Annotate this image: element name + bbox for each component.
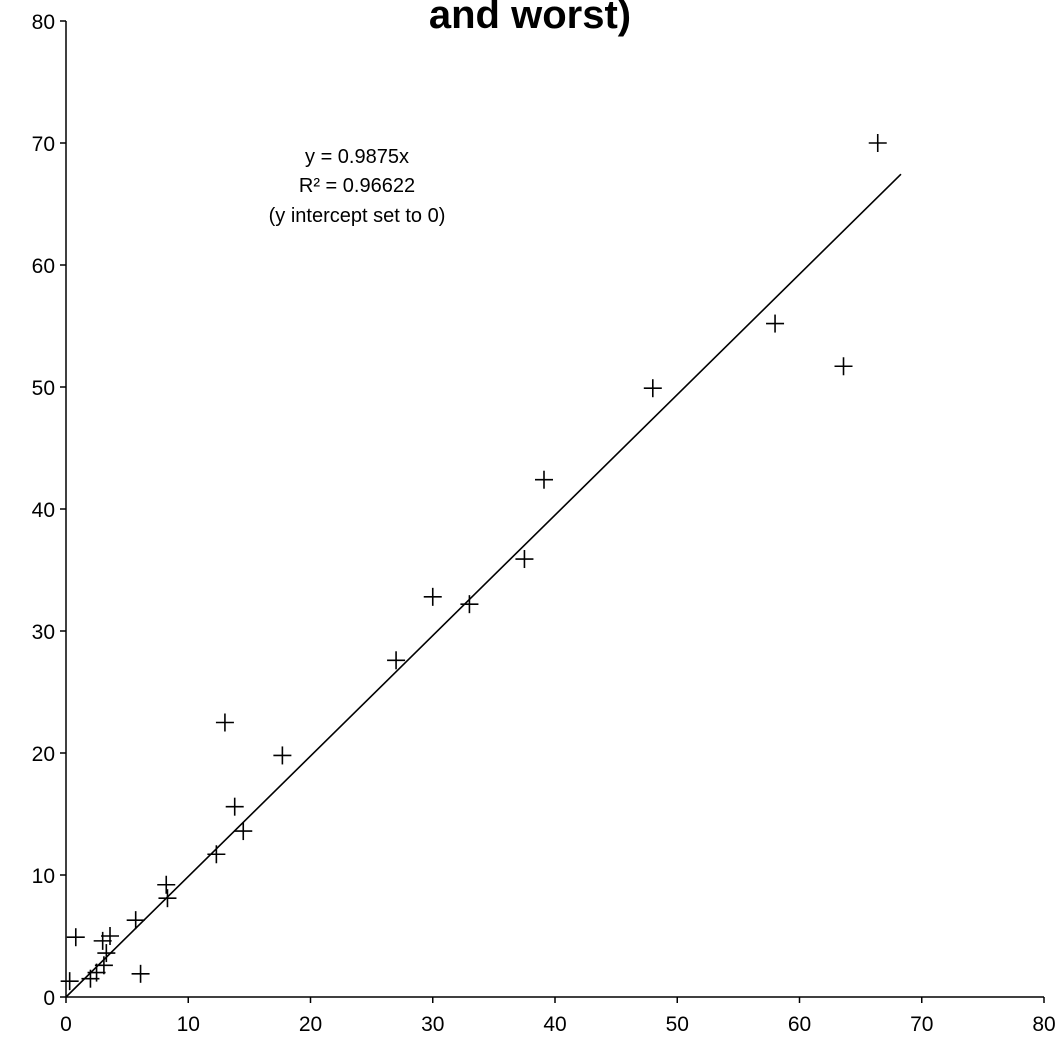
data-point — [534, 470, 553, 489]
x-tick-label: 60 — [788, 1013, 811, 1036]
data-point — [766, 314, 785, 333]
x-tick-label: 10 — [177, 1013, 200, 1036]
y-tick-label: 40 — [32, 499, 55, 522]
data-point — [97, 944, 116, 963]
chart-title: and worst) — [429, 0, 631, 37]
data-point — [423, 587, 442, 606]
y-tick-label: 20 — [32, 743, 55, 766]
data-point — [93, 931, 112, 950]
y-tick-label: 30 — [32, 621, 55, 644]
data-point — [460, 595, 479, 614]
data-point — [60, 972, 79, 991]
r-squared-label: R² = 0.96622 — [299, 175, 415, 197]
data-point — [207, 845, 226, 864]
y-tick-label: 0 — [43, 987, 55, 1010]
data-point — [66, 928, 85, 947]
y-tick-label: 70 — [32, 133, 55, 156]
data-point — [225, 797, 244, 816]
data-point — [387, 651, 406, 670]
data-point — [515, 550, 534, 569]
data-point — [87, 963, 106, 982]
data-points — [60, 134, 887, 991]
data-point — [834, 357, 853, 376]
axes: 0 10 20 30 40 50 60 70 80 0 10 20 30 40 50 60 70 80 — [32, 11, 1056, 1036]
x-tick-label: 0 — [60, 1013, 72, 1036]
trendline — [65, 173, 902, 998]
trendline-group — [65, 173, 902, 998]
x-tick-label: 40 — [543, 1013, 566, 1036]
y-tick-label: 10 — [32, 865, 55, 888]
intercept-note-label: (y intercept set to 0) — [269, 205, 446, 227]
x-tick-label: 20 — [299, 1013, 322, 1036]
data-point — [157, 875, 176, 894]
x-tick-label: 70 — [910, 1013, 933, 1036]
data-point — [234, 822, 253, 841]
y-tick-label: 60 — [32, 255, 55, 278]
data-point — [94, 956, 113, 975]
data-point — [131, 964, 150, 983]
y-tick-label: 80 — [32, 11, 55, 34]
data-point — [158, 889, 177, 908]
regression-annotation: y = 0.9875x R² = 0.96622 (y intercept se… — [269, 146, 446, 227]
data-point — [126, 911, 145, 930]
x-tick-label: 50 — [666, 1013, 689, 1036]
y-tick-label: 50 — [32, 377, 55, 400]
x-tick-label: 80 — [1032, 1013, 1055, 1036]
data-point — [868, 134, 887, 152]
equation-label: y = 0.9875x — [305, 146, 409, 168]
data-point — [273, 746, 292, 765]
data-point — [101, 927, 120, 945]
x-tick-label: 30 — [421, 1013, 444, 1036]
data-point — [215, 713, 234, 732]
data-point — [643, 379, 662, 398]
